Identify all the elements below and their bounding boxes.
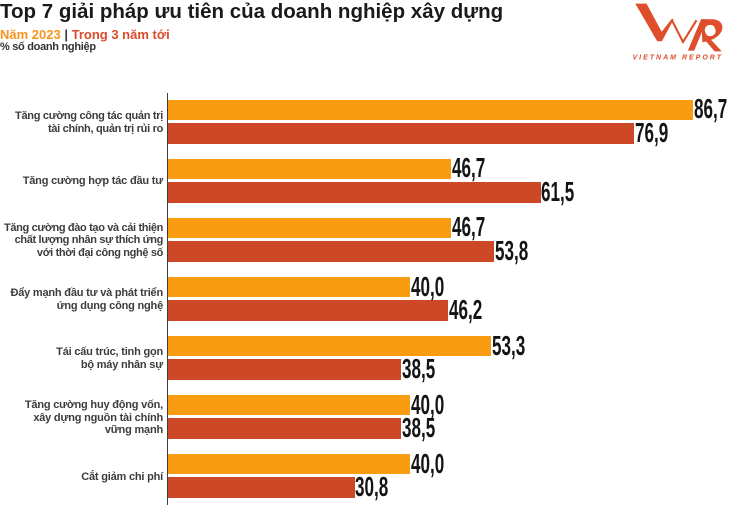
svg-text:VIETNAM REPORT: VIETNAM REPORT: [633, 55, 724, 62]
